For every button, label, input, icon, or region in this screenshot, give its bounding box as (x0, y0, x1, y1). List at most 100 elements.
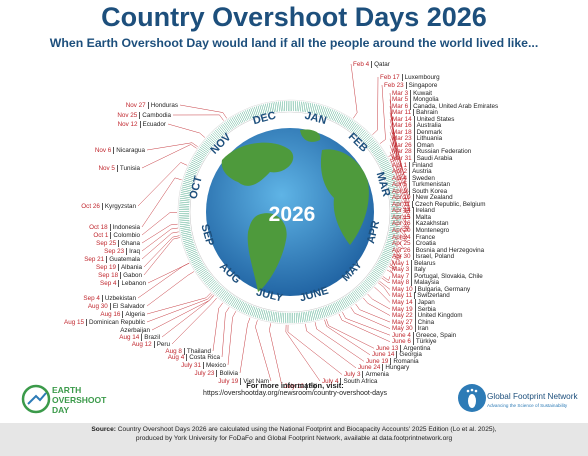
day-tick (181, 233, 192, 237)
day-tick (389, 228, 400, 231)
day-tick (197, 267, 206, 274)
leader-line (227, 311, 237, 366)
country-label: July 31 Mexico (181, 361, 226, 369)
date: Sep 23 (104, 247, 125, 255)
country: Romania (390, 357, 419, 365)
country: Iran (414, 325, 429, 333)
day-tick (373, 268, 382, 275)
source-line: Country Overshoot Days 2026 are calculat… (117, 426, 497, 433)
date: Mar 14 (392, 115, 412, 123)
day-tick (180, 194, 191, 197)
day-tick (368, 142, 377, 150)
day-tick (191, 159, 201, 165)
country: Georgia (396, 351, 422, 359)
day-tick (389, 192, 400, 195)
day-tick (237, 300, 243, 311)
day-tick (179, 199, 190, 202)
country-label: June 13 Argentina (376, 344, 431, 352)
leader-line (350, 63, 358, 119)
day-tick (330, 110, 335, 120)
day-tick (372, 270, 381, 277)
day-tick (344, 118, 350, 127)
date: June 14 (372, 351, 395, 359)
day-tick (337, 300, 343, 311)
day-tick (217, 288, 224, 297)
day-ticks (179, 101, 401, 323)
month-label: APR (365, 219, 382, 244)
day-tick (299, 312, 301, 323)
leader-line (146, 292, 212, 315)
country-label: Azerbaijan (120, 327, 150, 334)
day-tick (208, 280, 217, 289)
country-label: May 11 Switzerland (392, 292, 450, 300)
day-tick (361, 283, 369, 291)
date: May 22 (392, 312, 413, 320)
day-tick (202, 274, 211, 281)
leader-line (147, 262, 190, 284)
day-tick (249, 306, 254, 316)
day-tick (381, 255, 391, 260)
date: Mar 31 (392, 154, 412, 162)
country: Ghana (118, 239, 140, 247)
leader-line (141, 227, 179, 252)
day-tick (206, 138, 215, 146)
eod-logo (21, 384, 51, 414)
day-tick (185, 245, 195, 250)
info: For more information, visit: https://ove… (150, 381, 440, 397)
country-label: May 1 Belarus (392, 259, 436, 267)
country: Japan (414, 298, 435, 306)
country-label: Apr 9 South Korea (392, 187, 448, 195)
country-label: Feb 17 Luxembourg (380, 73, 440, 81)
leader-line (141, 144, 197, 169)
date: Sep 25 (96, 239, 117, 247)
leader-line (167, 123, 206, 138)
country-label: Apr 20 Montenegro (392, 226, 450, 234)
country: Turkmenistan (409, 181, 450, 189)
day-tick (366, 139, 375, 147)
country: Israel, Poland (412, 253, 455, 261)
day-tick (335, 301, 341, 311)
leader-line (386, 269, 394, 274)
country-label: Aug 16 Algeria (100, 310, 145, 318)
day-tick (240, 302, 246, 312)
day-tick (362, 282, 370, 290)
day-tick (336, 113, 342, 123)
day-tick (201, 272, 210, 280)
day-tick (364, 279, 373, 287)
day-tick (374, 267, 383, 274)
country-label: June 19 Romania (366, 357, 419, 365)
date: Apr 15 (392, 213, 411, 221)
day-tick (182, 182, 193, 187)
country-label: Mar 11 Bahrain (392, 109, 438, 117)
day-tick (273, 311, 276, 322)
country-label: Feb 4 Qatar (353, 60, 390, 68)
day-tick (231, 117, 238, 127)
day-tick (189, 255, 199, 260)
leader-line (141, 177, 182, 228)
day-tick (349, 122, 357, 131)
day-tick (332, 303, 338, 313)
leader-line (171, 297, 217, 345)
day-tick (281, 312, 283, 323)
day-tick (210, 282, 218, 290)
country: United Kingdom (414, 312, 463, 320)
day-tick (318, 308, 322, 319)
date: July 4 (322, 377, 339, 385)
country-label: Mar 5 Mongolia (392, 96, 439, 104)
leader-line (363, 297, 391, 316)
date: Apr 24 (392, 233, 411, 241)
country: Ecuador (139, 120, 166, 128)
day-tick (365, 278, 374, 286)
subtitle: When Earth Overshoot Day would land if a… (49, 36, 539, 50)
day-tick (181, 190, 191, 193)
country-label: June 4 Greece, Spain (392, 331, 457, 339)
day-tick (387, 181, 397, 185)
country-label: Apr 15 Malta (392, 213, 431, 221)
day-tick (261, 104, 265, 115)
country-label: Aug 12 Peru (132, 340, 170, 348)
leader-line (221, 307, 230, 358)
day-tick (225, 121, 232, 130)
day-tick (180, 196, 191, 198)
day-tick (184, 175, 195, 180)
day-tick (246, 304, 251, 315)
